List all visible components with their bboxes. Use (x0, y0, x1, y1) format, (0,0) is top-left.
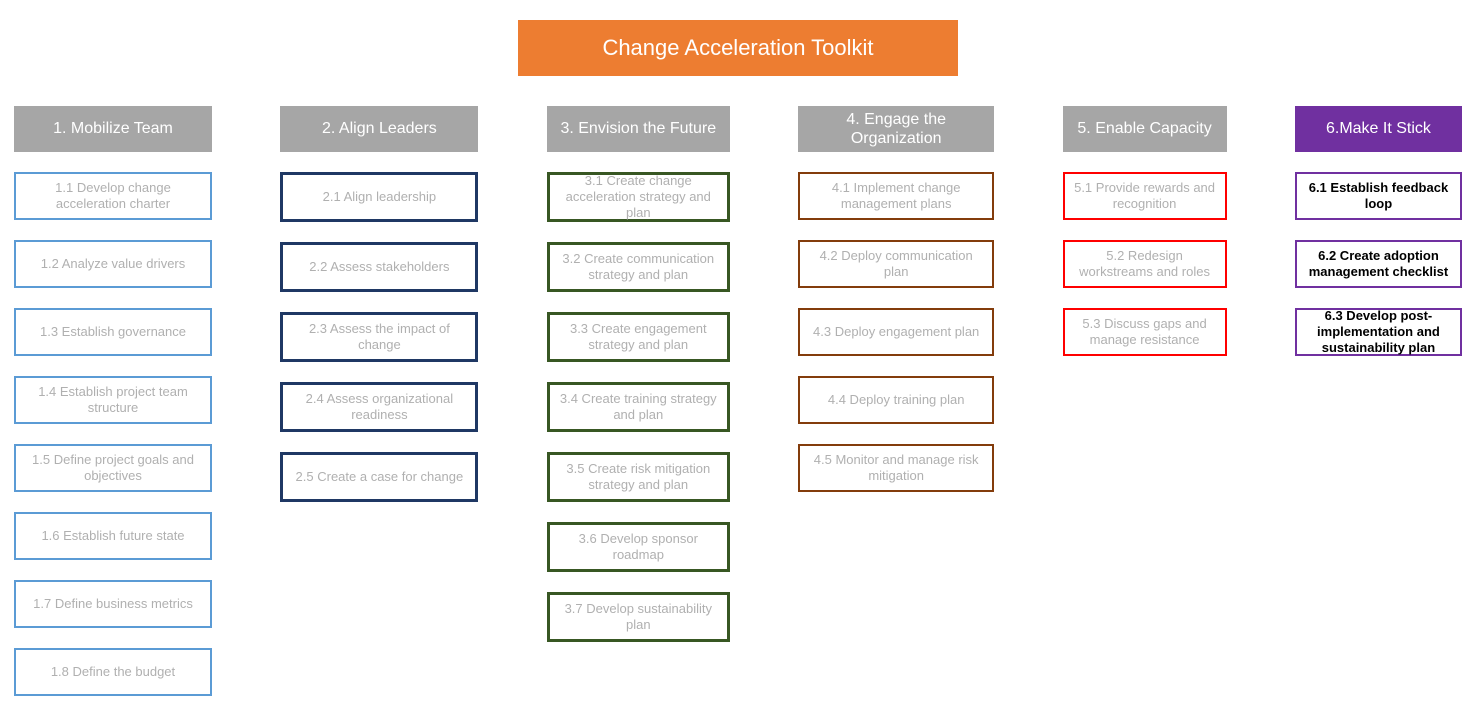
column-1: 1. Mobilize Team 1.1 Develop change accel… (14, 106, 212, 696)
step-box: 5.3 Discuss gaps and manage resistance (1063, 308, 1227, 356)
diagram-title-wrap: Change Acceleration Toolkit (14, 20, 1462, 76)
step-box: 2.1 Align leadership (280, 172, 478, 222)
step-box: 4.1 Implement change management plans (798, 172, 994, 220)
step-box: 4.2 Deploy communication plan (798, 240, 994, 288)
step-box: 5.1 Provide rewards and recognition (1063, 172, 1227, 220)
step-box: 3.4 Create training strategy and plan (547, 382, 730, 432)
columns-container: 1. Mobilize Team 1.1 Develop change accel… (14, 106, 1462, 696)
column-header: 5. Enable Capacity (1063, 106, 1227, 152)
column-header: 1. Mobilize Team (14, 106, 212, 152)
step-box: 3.3 Create engagement strategy and plan (547, 312, 730, 362)
column-header: 2. Align Leaders (280, 106, 478, 152)
step-box: 1.3 Establish governance (14, 308, 212, 356)
column-6: 6.Make It Stick 6.1 Establish feedback lo… (1295, 106, 1462, 696)
step-box: 6.1 Establish feedback loop (1295, 172, 1462, 220)
column-header: 6.Make It Stick (1295, 106, 1462, 152)
step-box: 4.5 Monitor and manage risk mitigation (798, 444, 994, 492)
step-box: 2.2 Assess stakeholders (280, 242, 478, 292)
step-box: 2.5 Create a case for change (280, 452, 478, 502)
step-box: 6.3 Develop post-implementation and sust… (1295, 308, 1462, 356)
step-box: 6.2 Create adoption management checklist (1295, 240, 1462, 288)
step-box: 2.4 Assess organizational readiness (280, 382, 478, 432)
step-box: 5.2 Redesign workstreams and roles (1063, 240, 1227, 288)
step-box: 1.7 Define business metrics (14, 580, 212, 628)
step-box: 1.8 Define the budget (14, 648, 212, 696)
step-box: 3.1 Create change acceleration strategy … (547, 172, 730, 222)
step-box: 3.6 Develop sponsor roadmap (547, 522, 730, 572)
step-box: 3.7 Develop sustainability plan (547, 592, 730, 642)
column-header: 3. Envision the Future (547, 106, 730, 152)
step-box: 4.4 Deploy training plan (798, 376, 994, 424)
step-box: 1.1 Develop change acceleration charter (14, 172, 212, 220)
step-box: 1.4 Establish project team structure (14, 376, 212, 424)
step-box: 4.3 Deploy engagement plan (798, 308, 994, 356)
diagram-title: Change Acceleration Toolkit (518, 20, 958, 76)
column-2: 2. Align Leaders 2.1 Align leadership 2.2 … (280, 106, 478, 696)
step-box: 1.2 Analyze value drivers (14, 240, 212, 288)
column-header: 4. Engage the Organization (798, 106, 994, 152)
step-box: 1.6 Establish future state (14, 512, 212, 560)
column-3: 3. Envision the Future 3.1 Create change … (547, 106, 730, 696)
step-box: 3.5 Create risk mitigation strategy and … (547, 452, 730, 502)
column-5: 5. Enable Capacity 5.1 Provide rewards an… (1063, 106, 1227, 696)
column-4: 4. Engage the Organization 4.1 Implement … (798, 106, 994, 696)
step-box: 3.2 Create communication strategy and pl… (547, 242, 730, 292)
step-box: 1.5 Define project goals and objectives (14, 444, 212, 492)
step-box: 2.3 Assess the impact of change (280, 312, 478, 362)
